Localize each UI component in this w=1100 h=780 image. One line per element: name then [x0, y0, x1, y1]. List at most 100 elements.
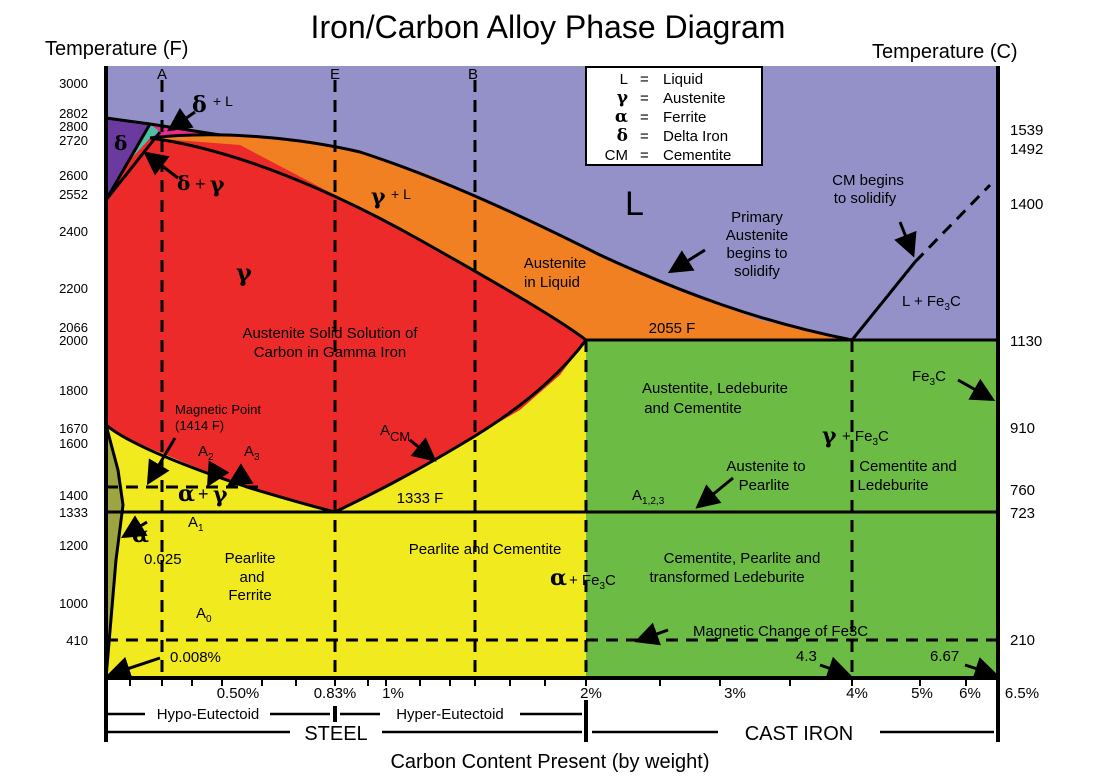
pearlite-ferrite-0: Pearlite	[225, 550, 276, 567]
marker-B: B	[468, 66, 478, 83]
c0008-label: 0.008%	[170, 649, 221, 666]
cm-solidify-line	[913, 183, 992, 264]
a0-label: A0	[196, 605, 212, 625]
x-tick: 6.5%	[1005, 685, 1039, 702]
delta-left-line	[104, 123, 152, 201]
primary-austenite-1: Austenite	[726, 227, 789, 244]
x-tick-marks	[129, 678, 967, 686]
a1-label: A1	[188, 514, 204, 534]
fe3c-liquidus	[850, 261, 917, 341]
ferrite-pearlite-region	[106, 340, 586, 678]
marker-E: E	[330, 66, 340, 83]
left-tick: 2200	[59, 281, 88, 296]
l-fe3c-label: L + Fe3C	[902, 293, 961, 313]
delta-gamma-label: +	[195, 174, 206, 194]
right-tick: 1539	[1010, 122, 1043, 139]
left-tick: 2000	[59, 333, 88, 348]
legend-text-3: Delta Iron	[663, 128, 728, 145]
legend-sym-4: CM	[605, 147, 628, 164]
x-tick: 0.83%	[314, 685, 357, 702]
legend-eq-1: =	[640, 90, 649, 107]
cementite-ledeburite-1: Cementite and	[859, 458, 957, 475]
left-tick: 3000	[59, 76, 88, 91]
diagram-title: Iron/Carbon Alloy Phase Diagram	[311, 9, 786, 45]
legend-sym-0: L	[620, 71, 628, 88]
hypo-label: Hypo-Eutectoid	[157, 706, 260, 723]
gamma-fe3c-label: + Fe3C	[842, 428, 889, 448]
a3-label: A3	[244, 443, 260, 463]
ledeburite-2: and Cementite	[644, 400, 742, 417]
acm-label: ACM	[380, 422, 410, 444]
c0025-label: 0.025	[144, 551, 182, 568]
right-tick: 1492	[1010, 141, 1043, 158]
alpha-gamma-label: +	[198, 484, 209, 504]
right-axis-title: Temperature (C)	[872, 41, 1018, 63]
alpha-gamma-gamma: γ	[213, 482, 228, 508]
right-tick-labels: 1539 1492 1400 1130 910 760 723 210	[1010, 122, 1043, 649]
austenite-in-liquid-1: Austenite	[524, 255, 587, 272]
a2-label: A2	[198, 443, 214, 463]
t2055-label: 2055 F	[649, 320, 696, 337]
phase-boundaries	[104, 116, 998, 679]
magnetic-point-2: (1414 F)	[175, 418, 224, 433]
solid-solution-1: Austenite Solid Solution of	[242, 325, 418, 342]
liquidus-line	[149, 133, 853, 342]
hyper-label: Hyper-Eutectoid	[396, 706, 504, 723]
legend-text-2: Ferrite	[663, 109, 706, 126]
x-tick: 0.50%	[217, 685, 260, 702]
gamma-fe3c-gamma: γ	[822, 423, 837, 449]
x-tick: 5%	[911, 685, 933, 702]
ledeburite-1: Austentite, Ledeburite	[642, 380, 788, 397]
cast-iron-label: CAST IRON	[745, 723, 854, 745]
acm-line	[334, 339, 588, 514]
legend-eq-0: =	[640, 71, 649, 88]
alpha-symbol: α	[132, 522, 149, 548]
x-tick-labels: 0.50% 0.83% 1% 2% 3% 4% 5% 6% 6.5%	[217, 685, 1039, 702]
primary-austenite-2: begins to	[727, 245, 788, 262]
region-labels: L δ + L δ δ + γ γ + L Austenite in Liqui…	[114, 92, 961, 666]
legend-eq-2: =	[640, 109, 649, 126]
right-tick: 723	[1010, 505, 1035, 522]
left-tick: 1333	[59, 505, 88, 520]
left-tick: 2802	[59, 106, 88, 121]
alpha-fe3c-alpha: α	[550, 565, 567, 591]
legend-text-1: Austenite	[663, 90, 726, 107]
liquid-label: L	[625, 185, 644, 223]
pearlite-ferrite-2: Ferrite	[228, 587, 271, 604]
left-tick-labels: 3000 2802 2800 2720 2600 2552 2400 2200 …	[59, 76, 88, 648]
primary-austenite-0: Primary	[731, 209, 783, 226]
left-tick: 2400	[59, 224, 88, 239]
legend-box	[585, 66, 763, 166]
steel-label: STEEL	[304, 723, 367, 745]
c43-label: 4.3	[796, 648, 817, 665]
solidus-line	[149, 136, 587, 342]
left-axis-title: Temperature (F)	[45, 38, 188, 60]
legend: L = Liquid γ = Austenite α = Ferrite δ =…	[585, 66, 763, 166]
cementite-ledeburite-2: Ledeburite	[858, 477, 929, 494]
delta-liquid-label: + L	[213, 93, 233, 109]
legend-text-0: Liquid	[663, 71, 703, 88]
cast-iron-region	[586, 340, 998, 678]
x-tick: 4%	[846, 685, 868, 702]
alpha-fe3c-label: + Fe3C	[569, 572, 616, 592]
left-tick: 2720	[59, 133, 88, 148]
bottom-labels: Hypo-Eutectoid Hyper-Eutectoid STEEL CAS…	[145, 706, 880, 745]
dashed-lines	[106, 80, 998, 678]
right-tick: 210	[1010, 632, 1035, 649]
legend-sym-3: δ	[617, 126, 628, 146]
phase-regions	[106, 66, 998, 678]
x-tick: 2%	[580, 685, 602, 702]
right-tick: 910	[1010, 420, 1035, 437]
right-tick: 1130	[1010, 333, 1042, 350]
legend-sym-2: α	[615, 107, 628, 127]
left-tick: 2066	[59, 320, 88, 335]
fe3c-corner-label: Fe3C	[912, 368, 946, 388]
austenite-pearlite-1: Austenite to	[726, 458, 805, 475]
x-tick: 3%	[724, 685, 746, 702]
magnetic-point-1: Magnetic Point	[175, 402, 261, 417]
delta-region-symbol: δ	[114, 131, 127, 155]
x-tick: 6%	[959, 685, 981, 702]
left-tick: 1400	[59, 488, 88, 503]
x-axis-title: Carbon Content Present (by weight)	[390, 751, 709, 773]
